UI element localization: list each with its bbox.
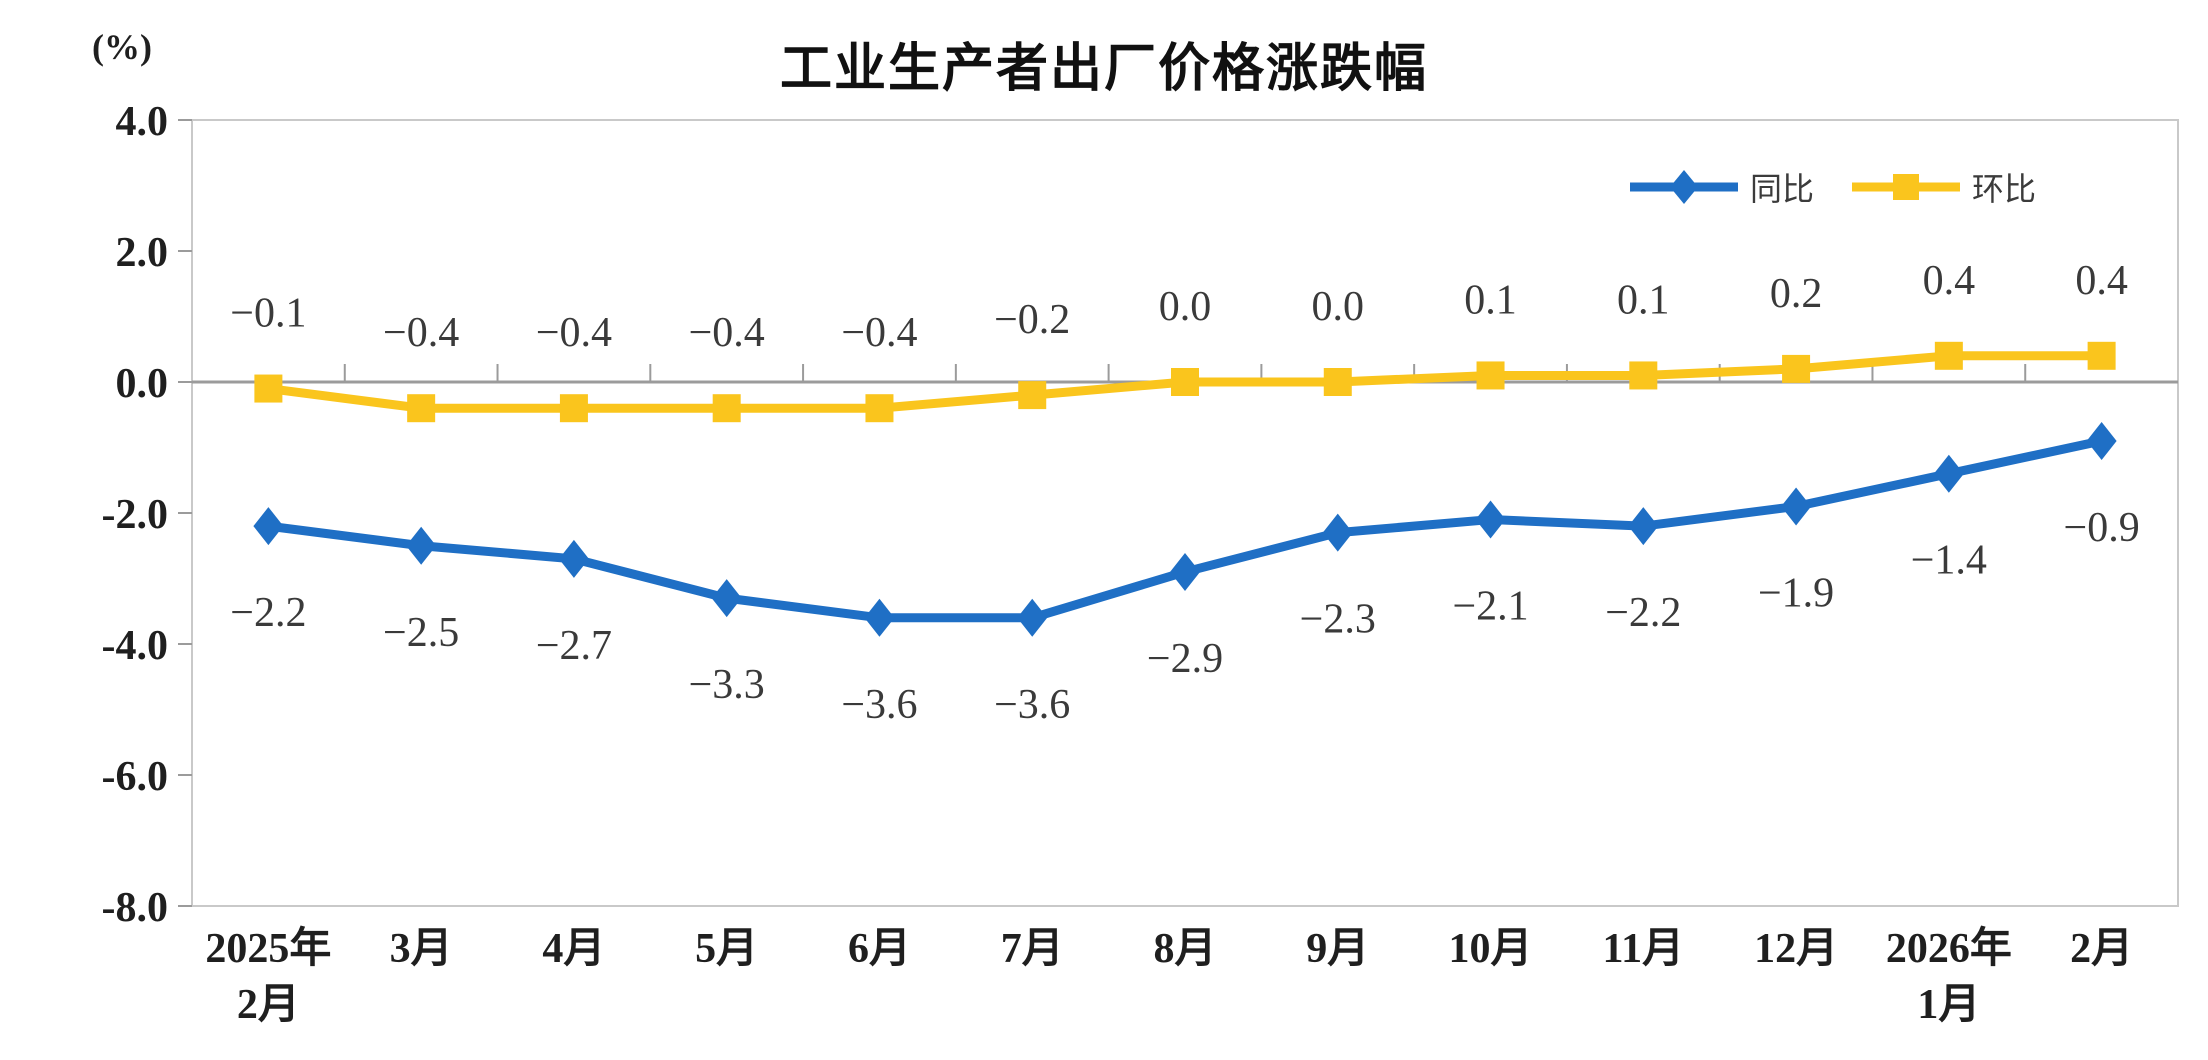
- marker-square: [2087, 341, 2116, 370]
- x-axis-label: 7月: [1001, 926, 1064, 972]
- data-label: 0.2: [1770, 271, 1823, 317]
- data-label: 0.4: [2075, 258, 2128, 304]
- y-axis-tick-label: -2.0: [102, 492, 169, 538]
- legend-item-yoy[interactable]: 同比: [1628, 164, 1814, 210]
- legend-line-diamond-icon: [1630, 170, 1738, 204]
- x-axis-label: 8月: [1153, 926, 1216, 972]
- x-axis-label: 3月: [390, 926, 453, 972]
- y-axis-tick-label: 4.0: [116, 99, 169, 145]
- data-label: 0.1: [1617, 277, 1670, 323]
- data-label: −3.6: [841, 682, 917, 728]
- marker-square: [1171, 368, 1199, 396]
- legend-line-square-icon: [1852, 174, 1961, 200]
- marker-diamond: [864, 598, 895, 637]
- marker-diamond: [253, 507, 284, 546]
- data-label: −0.4: [841, 310, 917, 356]
- marker-diamond: [1017, 598, 1048, 637]
- data-label: −3.3: [689, 662, 765, 708]
- marker-diamond: [1933, 454, 1964, 493]
- y-axis-tick-label: -6.0: [102, 754, 169, 800]
- plot-border: [191, 119, 2179, 907]
- marker-square: [254, 374, 283, 403]
- marker-diamond: [1170, 552, 1200, 591]
- x-axis-label: 2026年 1月: [1886, 925, 2012, 1028]
- data-label: 0.4: [1923, 258, 1976, 304]
- data-label: −0.4: [383, 310, 459, 356]
- marker-diamond: [711, 579, 742, 618]
- marker-square: [1323, 368, 1352, 396]
- marker-square: [559, 394, 588, 423]
- x-axis-label: 11月: [1602, 926, 1684, 972]
- x-axis-label: 9月: [1306, 926, 1369, 972]
- marker-diamond: [1781, 487, 1812, 526]
- legend-label-yoy: 同比: [1750, 171, 1815, 207]
- marker-diamond: [1475, 500, 1506, 539]
- data-label: −2.3: [1300, 597, 1376, 643]
- data-label: −1.4: [1911, 538, 1987, 584]
- data-label: 0.0: [1312, 284, 1365, 330]
- data-label: −3.6: [994, 682, 1070, 728]
- data-label: −2.2: [230, 590, 306, 636]
- chart-legend: 同比 环比: [1628, 164, 2036, 210]
- marker-diamond: [1322, 513, 1353, 552]
- data-label: −0.9: [2064, 505, 2140, 551]
- marker-square: [1476, 361, 1505, 390]
- data-label: −2.1: [1452, 584, 1528, 630]
- legend-label-mom: 环比: [1972, 171, 2037, 207]
- marker-square: [1782, 354, 1811, 383]
- marker-diamond: [558, 539, 589, 578]
- marker-square: [712, 394, 741, 423]
- chart-title: 工业生产者出厂价格涨跌幅: [779, 40, 1428, 98]
- x-axis-label: 2月: [2070, 926, 2133, 972]
- x-axis-label: 10月: [1449, 926, 1533, 972]
- marker-square: [1018, 381, 1047, 410]
- data-label: −2.9: [1147, 636, 1223, 682]
- data-label: −0.2: [994, 297, 1070, 343]
- y-axis-tick-label: -4.0: [102, 623, 169, 669]
- data-label: 0.1: [1464, 277, 1517, 323]
- legend-item-mom[interactable]: 环比: [1850, 164, 2036, 210]
- y-axis-unit-label: (%): [92, 27, 152, 67]
- x-axis-label: 2025年 2月: [205, 925, 331, 1028]
- data-label: 0.0: [1159, 284, 1212, 330]
- x-axis-label: 12月: [1754, 926, 1838, 972]
- marker-diamond: [406, 526, 437, 565]
- data-label: −2.2: [1605, 590, 1681, 636]
- marker-diamond: [1628, 507, 1659, 546]
- data-label: −0.1: [230, 291, 306, 337]
- x-axis-label: 4月: [542, 926, 605, 972]
- data-label: −2.5: [383, 610, 459, 656]
- y-axis-tick-label: 0.0: [116, 361, 169, 407]
- x-axis-label: 5月: [695, 926, 758, 972]
- marker-square: [1934, 341, 1963, 370]
- marker-diamond: [2086, 421, 2117, 460]
- marker-square: [407, 394, 436, 423]
- y-axis-tick-label: -8.0: [102, 885, 169, 931]
- data-label: −0.4: [536, 310, 612, 356]
- x-axis-label: 6月: [848, 926, 911, 972]
- marker-square: [1629, 361, 1658, 390]
- data-label: −1.9: [1758, 570, 1834, 616]
- data-label: −0.4: [689, 310, 765, 356]
- y-axis-tick-label: 2.0: [116, 230, 169, 276]
- data-label: −2.7: [536, 623, 612, 669]
- marker-square: [865, 394, 894, 423]
